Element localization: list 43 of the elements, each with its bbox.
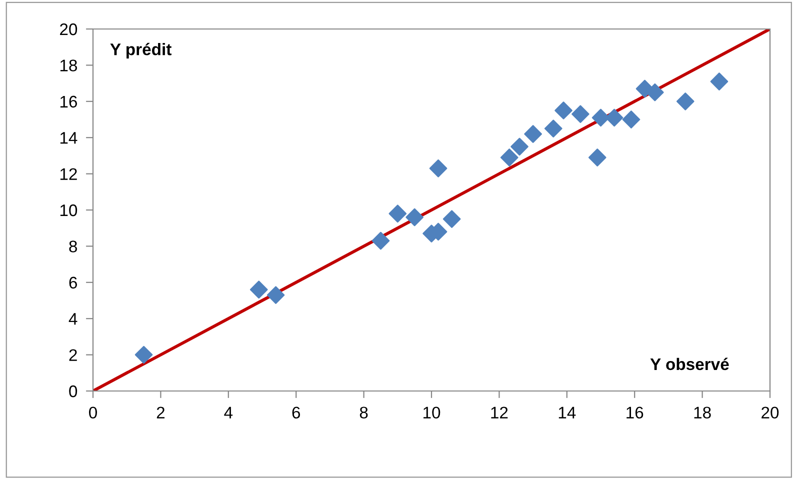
point — [134, 346, 153, 364]
x-tick-label: 16 — [626, 406, 644, 419]
y-tick-label: 2 — [69, 349, 77, 361]
point — [676, 92, 694, 110]
y-tick-label: 0 — [69, 385, 78, 398]
y-tick-label: 18 — [60, 60, 77, 72]
x-tick-label: 20 — [762, 406, 779, 419]
x-tick-label: 18 — [694, 406, 711, 419]
point — [710, 72, 728, 90]
point — [524, 125, 542, 143]
y-tick-label: 4 — [68, 313, 78, 325]
x-tick-label: 14 — [558, 406, 576, 418]
point — [372, 232, 390, 250]
x-tick-label: 2 — [156, 406, 164, 418]
y-axis-title: Y prédit — [110, 42, 172, 59]
y-tick-label: 6 — [69, 276, 77, 289]
y-tick-label: 12 — [60, 168, 77, 180]
y-tick-label: 8 — [69, 240, 77, 252]
point — [646, 83, 664, 102]
point — [388, 204, 407, 223]
point — [266, 286, 285, 304]
point — [544, 120, 562, 138]
point — [588, 148, 606, 166]
point — [406, 208, 424, 226]
x-tick-label: 12 — [491, 406, 508, 418]
y-tick-label: 14 — [60, 132, 78, 144]
x-tick-label: 8 — [360, 406, 368, 419]
y-tick-label: 20 — [60, 23, 78, 36]
point — [622, 110, 640, 128]
point — [510, 138, 528, 156]
x-tick-label: 10 — [424, 406, 440, 419]
y-tick-label: 16 — [60, 96, 77, 108]
point — [500, 148, 518, 166]
point — [554, 102, 572, 120]
y-tick-label: 10 — [60, 204, 78, 216]
x-tick-label: 6 — [292, 406, 300, 419]
x-tick-label: 0 — [89, 406, 97, 419]
point — [429, 159, 448, 178]
point — [442, 210, 461, 228]
point — [572, 105, 590, 123]
x-tick-label: 4 — [224, 406, 233, 418]
point — [250, 280, 268, 299]
x-axis-title: Y observé — [650, 358, 729, 370]
